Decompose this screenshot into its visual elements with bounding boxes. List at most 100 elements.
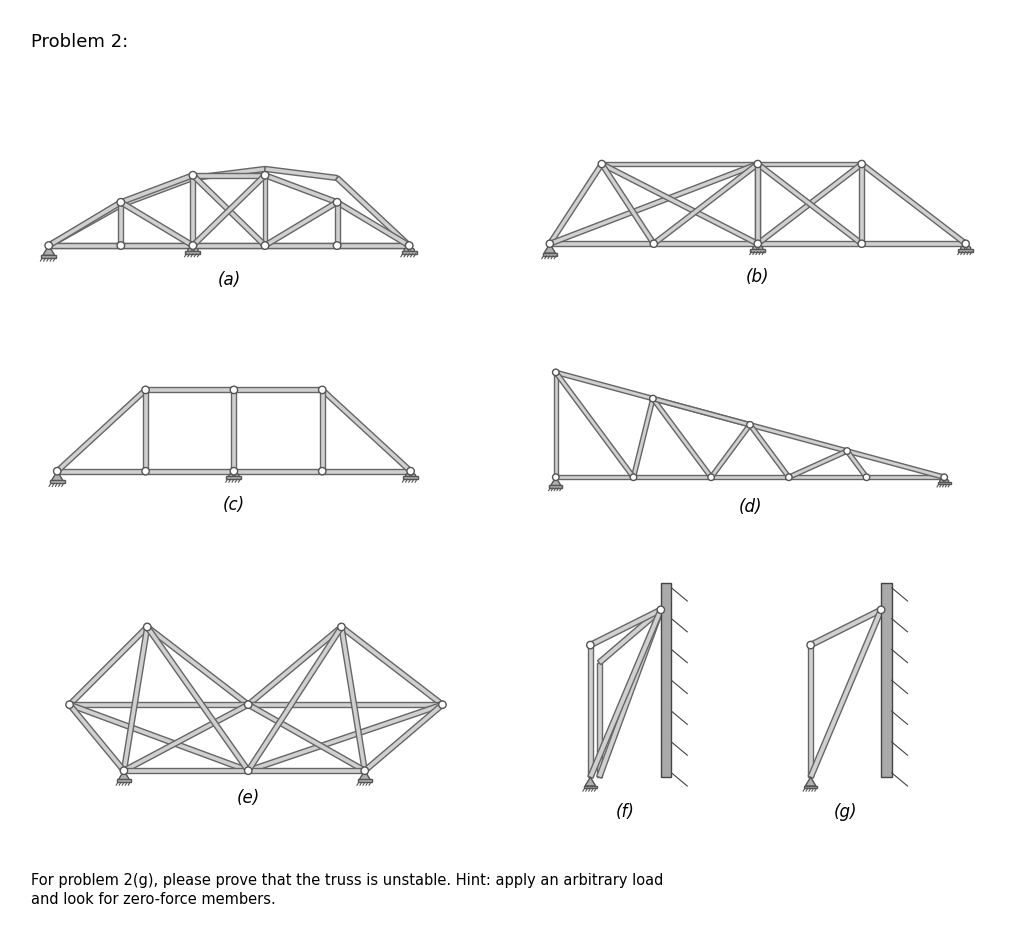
Polygon shape (193, 166, 265, 180)
Circle shape (261, 242, 268, 249)
Polygon shape (588, 645, 593, 777)
Polygon shape (597, 663, 602, 777)
Circle shape (143, 623, 151, 631)
Circle shape (759, 246, 763, 250)
Polygon shape (69, 702, 249, 773)
Polygon shape (47, 203, 122, 247)
Circle shape (553, 369, 559, 376)
Polygon shape (756, 164, 760, 244)
Text: (e): (e) (237, 789, 260, 807)
Polygon shape (70, 702, 248, 707)
Text: and look for zero-force members.: and look for zero-force members. (31, 892, 275, 907)
Polygon shape (846, 449, 868, 479)
Circle shape (53, 467, 61, 475)
Circle shape (194, 248, 198, 253)
Polygon shape (193, 243, 265, 248)
Circle shape (189, 242, 197, 249)
Polygon shape (191, 174, 266, 247)
Polygon shape (555, 370, 653, 400)
Circle shape (406, 474, 410, 478)
Polygon shape (264, 200, 338, 247)
Polygon shape (757, 162, 863, 245)
Circle shape (318, 386, 326, 394)
Circle shape (553, 474, 559, 480)
Polygon shape (145, 625, 250, 707)
Polygon shape (862, 242, 966, 246)
Polygon shape (787, 449, 848, 480)
Polygon shape (68, 703, 126, 772)
Circle shape (753, 246, 757, 250)
Circle shape (649, 396, 656, 402)
Polygon shape (264, 173, 338, 205)
Text: (b): (b) (746, 268, 769, 286)
Polygon shape (597, 608, 663, 665)
Polygon shape (57, 469, 145, 474)
Circle shape (858, 240, 865, 247)
Polygon shape (554, 371, 635, 479)
Circle shape (66, 701, 74, 708)
Circle shape (657, 606, 665, 614)
Bar (938, 481, 950, 484)
Bar (660, 583, 672, 777)
Polygon shape (339, 627, 368, 771)
Circle shape (142, 467, 150, 475)
Circle shape (245, 767, 252, 774)
Bar (881, 583, 892, 777)
Polygon shape (43, 245, 54, 255)
Polygon shape (632, 398, 655, 478)
Polygon shape (550, 242, 653, 246)
Circle shape (338, 623, 345, 631)
Circle shape (261, 172, 268, 179)
Circle shape (117, 242, 125, 249)
Polygon shape (47, 200, 122, 247)
Polygon shape (246, 626, 344, 772)
Polygon shape (119, 770, 129, 780)
Polygon shape (548, 162, 604, 245)
Polygon shape (191, 174, 266, 247)
Circle shape (230, 386, 238, 394)
Circle shape (863, 474, 869, 480)
Polygon shape (335, 202, 340, 245)
Polygon shape (323, 469, 411, 474)
Circle shape (117, 198, 125, 206)
Polygon shape (589, 607, 663, 648)
Polygon shape (359, 770, 371, 780)
Polygon shape (68, 625, 150, 706)
Polygon shape (233, 469, 323, 474)
Polygon shape (321, 388, 413, 473)
Text: (d): (d) (738, 497, 762, 515)
Polygon shape (247, 702, 366, 773)
Polygon shape (651, 397, 713, 479)
Polygon shape (756, 164, 760, 244)
Text: (c): (c) (223, 496, 245, 514)
Circle shape (407, 467, 415, 475)
Polygon shape (758, 161, 862, 166)
Circle shape (187, 248, 193, 253)
Circle shape (404, 248, 409, 253)
Bar (50, 480, 65, 483)
Circle shape (785, 474, 793, 480)
Polygon shape (190, 176, 196, 245)
Polygon shape (49, 243, 121, 248)
Circle shape (708, 474, 715, 480)
Polygon shape (143, 390, 148, 471)
Polygon shape (119, 202, 123, 245)
Polygon shape (757, 162, 863, 245)
Polygon shape (262, 176, 267, 245)
Polygon shape (585, 777, 596, 786)
Polygon shape (788, 475, 866, 480)
Circle shape (230, 467, 238, 475)
Polygon shape (319, 243, 410, 248)
Circle shape (963, 240, 970, 247)
Polygon shape (544, 244, 556, 253)
Circle shape (361, 767, 369, 774)
Circle shape (941, 474, 947, 480)
Text: (g): (g) (835, 803, 858, 821)
Circle shape (858, 160, 865, 168)
Polygon shape (145, 626, 250, 772)
Circle shape (630, 474, 637, 480)
Polygon shape (231, 390, 237, 471)
Polygon shape (749, 424, 791, 479)
Circle shape (807, 641, 814, 649)
Circle shape (334, 242, 341, 249)
